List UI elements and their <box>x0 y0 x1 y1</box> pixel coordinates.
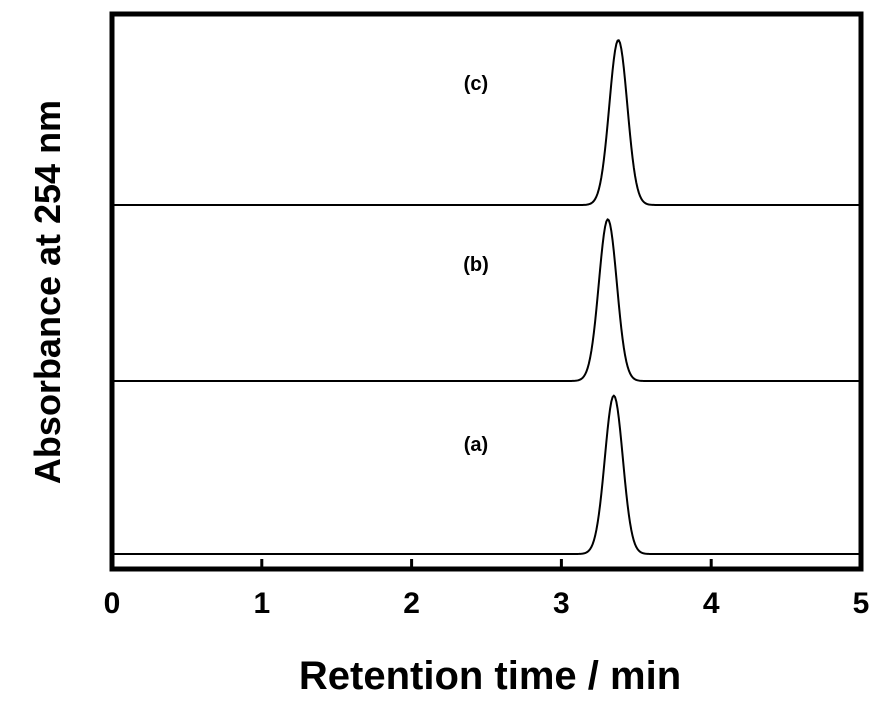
x-axis-label: Retention time / min <box>299 654 681 698</box>
x-tick-label: 2 <box>403 587 420 620</box>
trace-label: (a) <box>464 434 488 456</box>
trace-line <box>112 218 861 382</box>
trace-line <box>112 394 861 555</box>
y-axis-label: Absorbance at 254 nm <box>27 100 68 484</box>
x-tick-label: 4 <box>703 587 720 620</box>
x-tick-label: 1 <box>253 587 270 620</box>
x-tick-label: 3 <box>553 587 570 620</box>
x-tick-label: 0 <box>104 587 121 620</box>
traces-layer <box>112 39 861 555</box>
x-axis-ticks <box>260 559 713 569</box>
trace-label: (c) <box>464 73 488 95</box>
trace-labels: (a) (b) (c) <box>463 73 489 456</box>
trace-label: (b) <box>463 254 489 276</box>
trace-line <box>112 39 861 206</box>
x-tick-label: 5 <box>853 587 870 620</box>
x-axis-tick-labels: 0 1 2 3 4 5 <box>104 587 870 620</box>
plot-frame <box>109 11 864 572</box>
